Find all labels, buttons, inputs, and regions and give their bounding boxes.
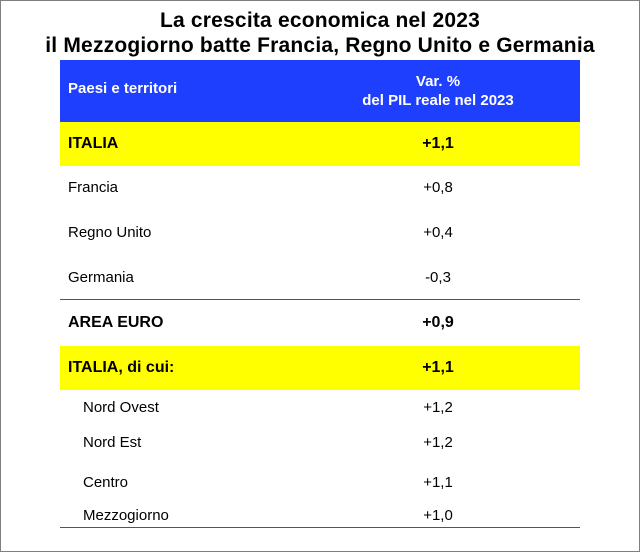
column-header-gdp-line2: del PIL reale nel 2023: [362, 92, 514, 109]
row-value: +1,1: [422, 359, 454, 376]
table-row-germania: Germania -0,3: [60, 256, 580, 300]
row-value: +1,0: [423, 507, 453, 524]
row-label: ITALIA, di cui:: [68, 359, 175, 376]
table-row-italia-breakdown: ITALIA, di cui: +1,1: [60, 346, 580, 390]
row-value: +0,9: [422, 314, 454, 331]
page-subtitle: il Mezzogiorno batte Francia, Regno Unit…: [45, 34, 595, 57]
row-label: AREA EURO: [68, 314, 164, 331]
row-label: Centro: [83, 474, 129, 491]
column-header-gdp-change: Var. % del PIL reale nel 2023: [296, 72, 580, 110]
table-row-mezzogiorno: Mezzogiorno +1,0: [60, 502, 580, 528]
table-row-francia: Francia +0,8: [60, 166, 580, 211]
divider: [60, 527, 580, 528]
row-value: +0,8: [423, 179, 453, 196]
table-row-nord-ovest: Nord Ovest +1,2: [60, 390, 580, 426]
row-value: +1,2: [423, 434, 453, 451]
column-header-territories: Paesi e territori: [68, 80, 178, 97]
row-value: +1,1: [422, 135, 454, 152]
divider: [60, 299, 580, 300]
row-label: Francia: [68, 179, 119, 196]
table-row-regno-unito: Regno Unito +0,4: [60, 211, 580, 256]
row-value: +1,1: [423, 474, 453, 491]
row-value: -0,3: [425, 269, 451, 286]
row-label: ITALIA: [68, 135, 119, 152]
row-label: Germania: [68, 269, 134, 286]
table-header: Paesi e territori Var. % del PIL reale n…: [60, 60, 580, 122]
table-row-area-euro: AREA EURO +0,9: [60, 301, 580, 346]
table-row-nord-est: Nord Est +1,2: [60, 426, 580, 464]
row-value: +1,2: [423, 399, 453, 416]
column-header-gdp-line1: Var. %: [415, 73, 461, 90]
table-row-italia: ITALIA +1,1: [60, 122, 580, 166]
row-label: Nord Est: [83, 434, 142, 451]
table-row-centro: Centro +1,1: [60, 464, 580, 502]
row-label: Regno Unito: [68, 224, 152, 241]
page-title: La crescita economica nel 2023: [159, 9, 480, 32]
row-label: Mezzogiorno: [83, 507, 169, 524]
row-value: +0,4: [423, 224, 453, 241]
row-label: Nord Ovest: [83, 399, 159, 416]
